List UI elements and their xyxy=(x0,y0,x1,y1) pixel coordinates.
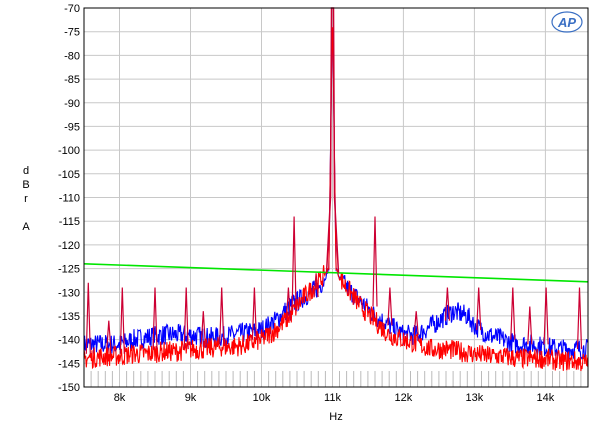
y-tick-label: -70 xyxy=(64,3,80,15)
y-axis-title: dBr A xyxy=(22,165,30,233)
y-tick-label: -115 xyxy=(59,216,80,228)
y-tick-label: -130 xyxy=(58,287,80,299)
y-tick-label: -90 xyxy=(64,98,80,110)
spike xyxy=(152,287,158,350)
limit-line xyxy=(83,263,589,283)
spike xyxy=(543,287,549,345)
y-tick-label: -135 xyxy=(58,311,80,323)
x-tick-label: 9k xyxy=(185,392,197,404)
y-tick-label: -95 xyxy=(64,121,80,133)
spike xyxy=(200,311,206,345)
x-tick-label: 10k xyxy=(253,392,271,404)
y-tick-label: -80 xyxy=(64,50,80,62)
spike xyxy=(413,311,419,335)
y-axis-title-letter: r xyxy=(24,193,28,205)
spike xyxy=(219,287,225,345)
y-tick-label: -125 xyxy=(58,264,80,276)
x-tick-label: 14k xyxy=(537,392,555,404)
y-tick-label: -145 xyxy=(58,358,80,370)
spike xyxy=(527,306,533,345)
y-tick-labels: -70 -75 -80 -85 -90 -95 -100 -105 -110 -115 -120 -1… xyxy=(58,3,80,394)
x-tick-label: 13k xyxy=(466,392,484,404)
plot-border xyxy=(83,7,589,388)
spike xyxy=(106,320,112,350)
ap-logo: AP xyxy=(551,11,583,33)
y-tick-label: -120 xyxy=(58,240,80,252)
x-tick-labels: 8k 9k 10k 11k 12k 13k 14k xyxy=(114,392,555,404)
spike xyxy=(291,216,297,312)
y-tick-label: -75 xyxy=(64,27,80,39)
spike xyxy=(387,287,393,326)
y-axis-title-letter: B xyxy=(22,179,29,191)
y-tick-label: -140 xyxy=(58,335,80,347)
y-tick-label: -100 xyxy=(58,145,80,157)
y-tick-label: -85 xyxy=(64,74,80,86)
spike xyxy=(476,287,482,331)
spike xyxy=(576,287,583,350)
y-axis-title-letter: A xyxy=(22,221,30,233)
y-tick-label: -150 xyxy=(58,382,80,394)
x-tick-label: 11k xyxy=(324,392,341,404)
spike xyxy=(85,282,91,354)
series-line-2 xyxy=(83,27,589,372)
x-tick-label: 12k xyxy=(395,392,413,404)
svg-text:AP: AP xyxy=(557,15,576,30)
spike xyxy=(372,216,378,307)
spike xyxy=(251,287,257,340)
spike xyxy=(285,287,291,321)
y-axis-title-letter: d xyxy=(23,165,29,177)
spike xyxy=(444,287,450,321)
x-tick-label: 8k xyxy=(114,392,126,404)
x-axis-title: Hz xyxy=(329,411,342,423)
spike xyxy=(183,287,189,350)
spike xyxy=(119,287,125,354)
y-tick-label: -105 xyxy=(58,169,80,181)
spike xyxy=(313,273,319,298)
y-tick-label: -110 xyxy=(59,193,80,205)
spike xyxy=(510,287,516,340)
